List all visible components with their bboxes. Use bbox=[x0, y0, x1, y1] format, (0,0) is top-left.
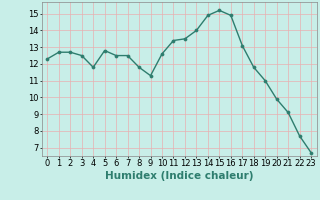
X-axis label: Humidex (Indice chaleur): Humidex (Indice chaleur) bbox=[105, 171, 253, 181]
